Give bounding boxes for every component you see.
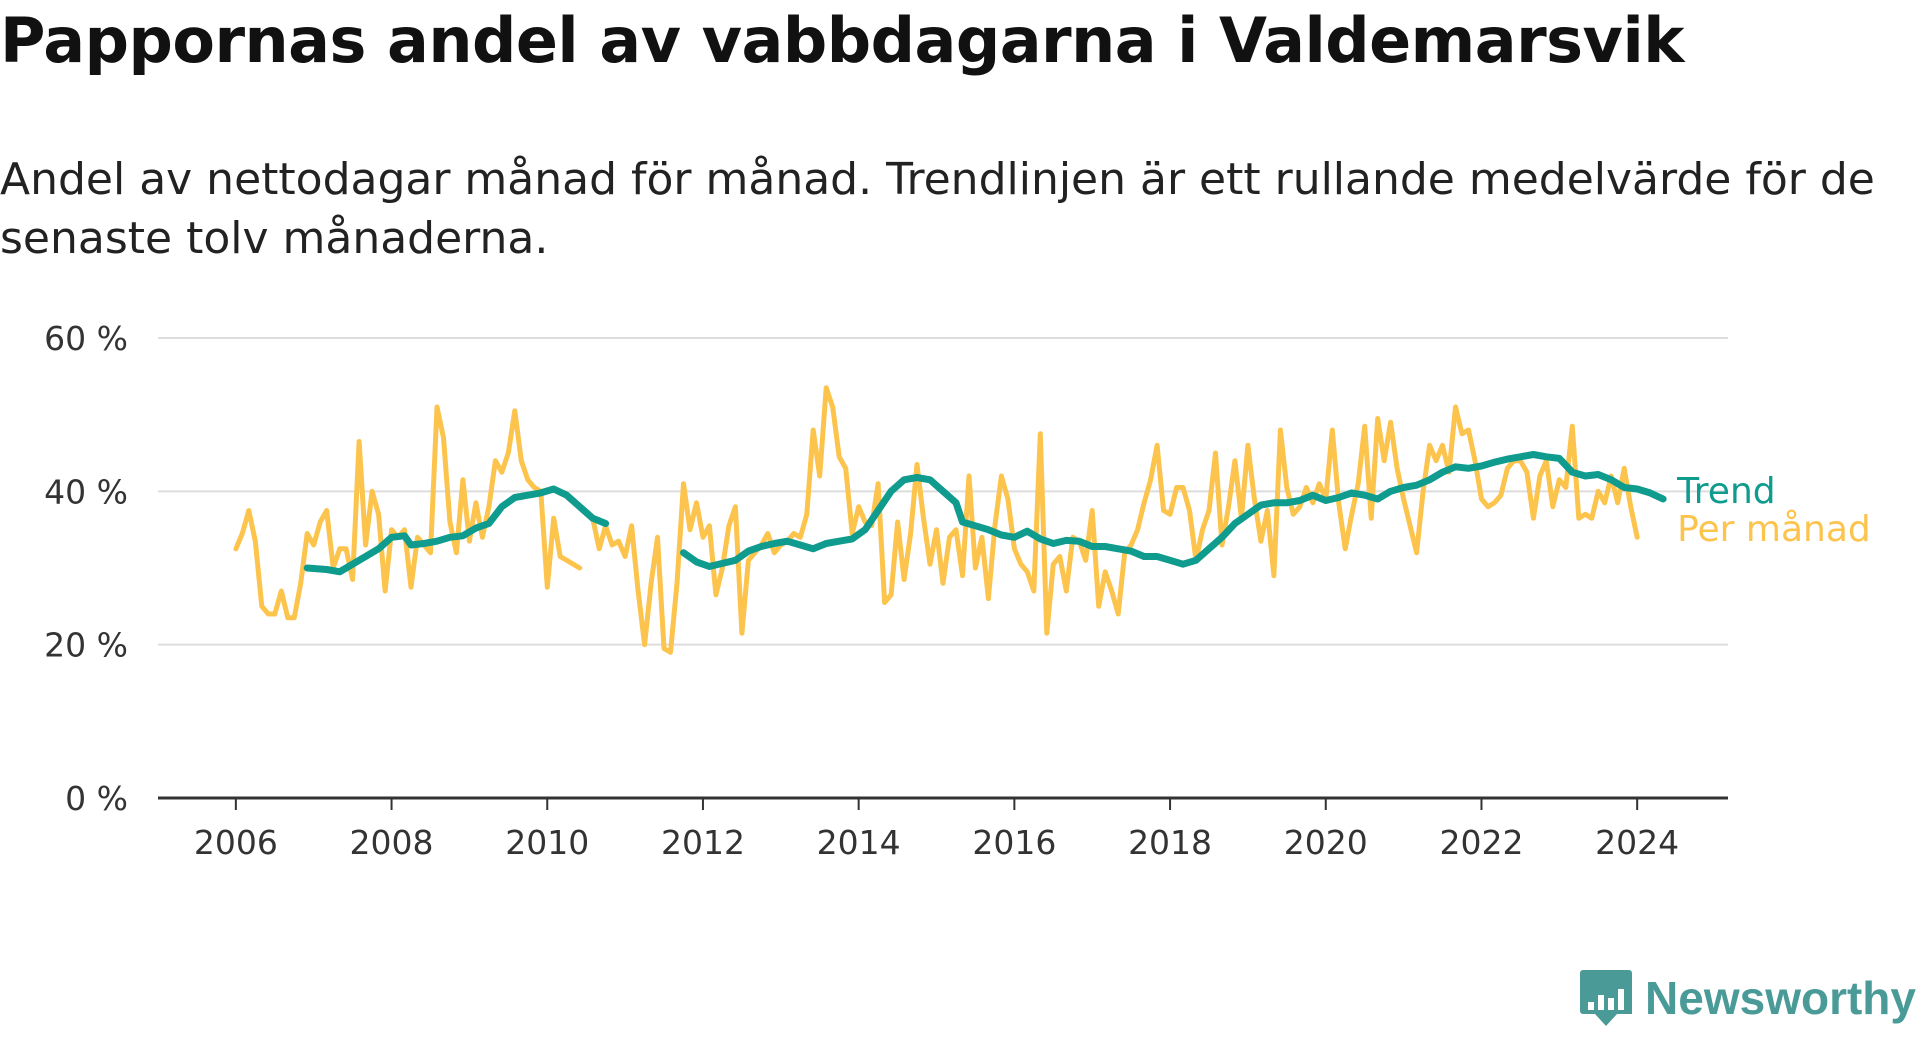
x-tick-label: 2018 xyxy=(1128,823,1212,862)
y-tick-label: 0 % xyxy=(65,779,128,818)
x-tick-label: 2012 xyxy=(661,823,745,862)
x-tick-label: 2024 xyxy=(1595,823,1679,862)
newsworthy-logo-icon xyxy=(1580,970,1633,1026)
newsworthy-logo: Newsworthy xyxy=(1579,968,1916,1028)
chart-title: Pappornas andel av vabbdagarna i Valdema… xyxy=(0,4,1684,77)
y-tick-label: 60 % xyxy=(44,319,128,358)
x-tick-label: 2016 xyxy=(972,823,1056,862)
x-tick-label: 2014 xyxy=(817,823,901,862)
line-per-manad xyxy=(233,385,1640,655)
series-label-per-manad: Per månad xyxy=(1677,509,1871,550)
x-tick-label: 2020 xyxy=(1284,823,1368,862)
x-tick-label: 2022 xyxy=(1439,823,1523,862)
x-axis-ticks: 2006 2008 2010 2012 2014 2016 2018 2020 2022 2024 xyxy=(194,798,1679,862)
chart-subtitle: Andel av nettodagar månad för månad. Tre… xyxy=(0,154,1875,264)
x-tick-label: 2006 xyxy=(194,823,278,862)
line-trend xyxy=(303,451,1667,576)
y-tick-label: 20 % xyxy=(44,626,128,665)
series-lines xyxy=(233,385,1667,655)
y-axis-ticks: 0 % 20 % 40 % 60 % xyxy=(44,319,128,818)
brand-name: Newsworthy xyxy=(1645,972,1916,1024)
y-tick-label: 40 % xyxy=(44,472,128,511)
x-tick-label: 2008 xyxy=(350,823,434,862)
series-label-trend: Trend xyxy=(1676,471,1776,512)
x-tick-label: 2010 xyxy=(505,823,589,862)
